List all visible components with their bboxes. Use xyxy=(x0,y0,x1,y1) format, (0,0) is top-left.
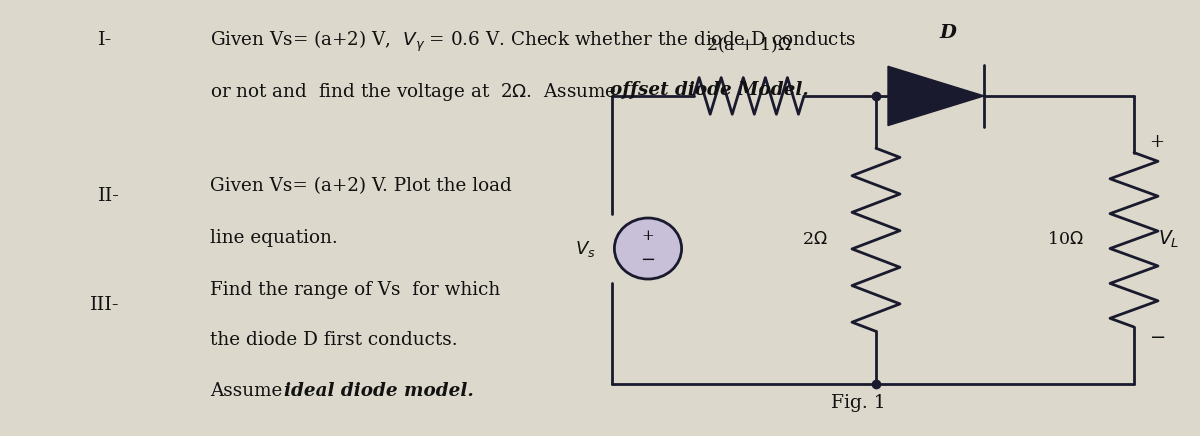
Text: +: + xyxy=(642,229,654,243)
Text: 10$\Omega$: 10$\Omega$ xyxy=(1046,232,1084,248)
Text: offset diode Model.: offset diode Model. xyxy=(610,81,809,99)
Text: Assume: Assume xyxy=(210,382,288,399)
Text: I-: I- xyxy=(98,31,113,48)
Text: the diode D first conducts.: the diode D first conducts. xyxy=(210,331,457,349)
Text: $V_s$: $V_s$ xyxy=(575,238,595,259)
Text: or not and  find the voltage at  2$\Omega$.  Assume: or not and find the voltage at 2$\Omega$… xyxy=(210,81,618,102)
Text: −: − xyxy=(641,251,655,269)
Text: line equation.: line equation. xyxy=(210,229,337,247)
Polygon shape xyxy=(888,66,984,126)
Text: Fig. 1: Fig. 1 xyxy=(830,394,886,412)
Text: II-: II- xyxy=(98,187,120,205)
Ellipse shape xyxy=(614,218,682,279)
Text: D: D xyxy=(940,24,956,42)
Text: 2(a + 1)$\Omega$: 2(a + 1)$\Omega$ xyxy=(706,36,792,55)
Text: III-: III- xyxy=(90,296,120,314)
Text: Given Vs= (a+2) V. Plot the load: Given Vs= (a+2) V. Plot the load xyxy=(210,177,511,194)
Text: −: − xyxy=(1150,329,1166,347)
Text: Find the range of Vs  for which: Find the range of Vs for which xyxy=(210,281,500,299)
Text: 2$\Omega$: 2$\Omega$ xyxy=(803,232,828,248)
Text: +: + xyxy=(1150,133,1164,151)
Text: $V_L$: $V_L$ xyxy=(1158,229,1180,250)
Text: Given Vs= (a+2) V,  $V_{\gamma}$ = 0.6 V. Check whether the diode D conducts: Given Vs= (a+2) V, $V_{\gamma}$ = 0.6 V.… xyxy=(210,28,856,54)
Text: ideal diode model.: ideal diode model. xyxy=(284,382,474,399)
